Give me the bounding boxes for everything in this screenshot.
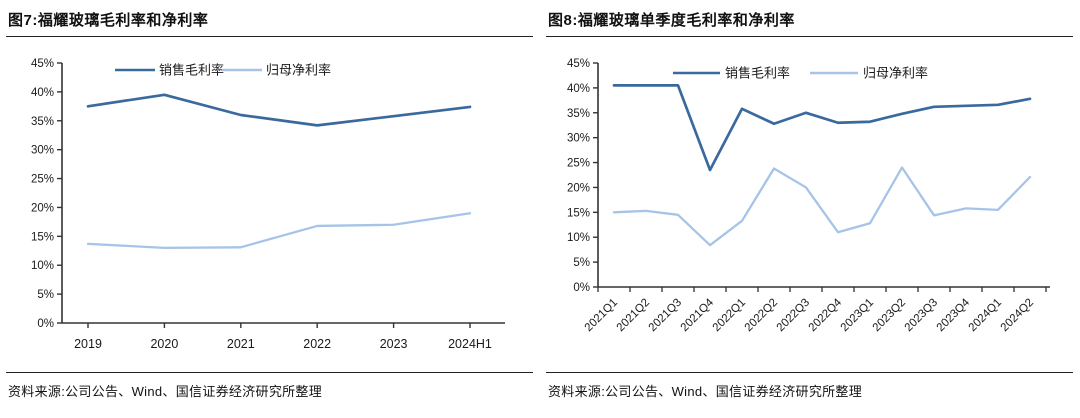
x-tick-label: 2021Q3 [647,297,684,334]
y-tick-label: 5% [573,257,590,269]
x-tick-label: 2023Q3 [903,297,940,334]
legend-label: 归母净利率 [266,63,331,78]
x-tick-label: 2023Q1 [839,297,876,334]
figure-7-source: 资料来源:公司公告、Wind、国信证券经济研究所整理 [8,384,323,399]
y-tick-label: 0% [37,318,54,330]
y-tick-label: 10% [567,232,590,244]
x-tick-label: 2022 [303,337,331,351]
figure-8-source: 资料来源:公司公告、Wind、国信证券经济研究所整理 [548,384,863,399]
y-tick-label: 45% [567,58,590,70]
figure-7-line-chart: 0% 5% 10% 15% 20% 25% 30% 35% 40% 45% 2019 2020 2021… [31,58,505,351]
y-tick-label: 35% [567,108,590,120]
legend-label: 销售毛利率 [725,66,790,81]
series-line-net-margin [86,212,472,250]
x-tick-label: 2019 [74,337,102,351]
y-tick-label: 40% [31,87,54,99]
x-tick-label: 2023Q4 [935,296,973,334]
figure-7-source-rule [6,372,533,373]
x-tick-label: 2022Q2 [743,297,780,334]
x-tick-label: 2021Q1 [583,297,620,334]
x-tick-label: 2023Q2 [871,297,908,334]
figure-8-title: 图8:福耀玻璃单季度毛利率和净利率 [548,12,795,29]
y-tick-label: 0% [573,282,590,294]
y-tick-label: 25% [567,158,590,170]
figure-8-title-rule [546,36,1073,37]
figure-8-panel: 图8:福耀玻璃单季度毛利率和净利率 0% 5% 10% 15% 20% 25% 30% 35%… [540,0,1080,418]
legend-label: 归母净利率 [863,66,928,81]
y-tick-label: 35% [31,116,54,128]
x-tick-label: 2022Q3 [775,297,812,334]
figure-7-title-rule [6,36,533,37]
x-tick-label: 2021Q2 [615,297,652,334]
legend-label: 销售毛利率 [159,63,224,78]
x-tick-label: 2022Q4 [807,296,845,334]
figure-7-panel: 图7:福耀玻璃毛利率和净利率 0% 5% 10% 15% 20% 25% 30% 35% 40%… [6,12,533,399]
x-tick-label: 2022Q1 [711,297,748,334]
x-tick-label: 2024Q1 [967,297,1004,334]
y-tick-label: 15% [567,207,590,219]
x-tick-label: 2024H1 [448,337,492,351]
y-tick-label: 30% [31,145,54,157]
figure-8-line-chart: 0% 5% 10% 15% 20% 25% 30% 35% 40% 45% 2021Q12021Q2… [567,58,1050,334]
x-tick-label: 2021 [227,337,255,351]
series-line-gross-margin [612,84,1032,172]
x-tick-label: 2021Q4 [679,296,717,334]
figure-7-title: 图7:福耀玻璃毛利率和净利率 [8,12,209,29]
x-tick-label: 2020 [150,337,178,351]
figure-8-source-rule [546,372,1073,373]
y-tick-label: 20% [567,182,590,194]
y-tick-label: 25% [31,174,54,186]
y-tick-label: 10% [31,260,54,272]
y-tick-label: 5% [37,289,54,301]
y-tick-label: 20% [31,202,54,214]
y-tick-label: 45% [31,58,54,70]
y-tick-label: 15% [31,231,54,243]
y-tick-label: 30% [567,133,590,145]
series-line-net-margin [612,166,1032,247]
series-line-gross-margin [86,93,472,127]
x-tick-label: 2023 [380,337,408,351]
y-tick-label: 40% [567,83,590,95]
x-tick-label: 2024Q2 [999,297,1036,334]
